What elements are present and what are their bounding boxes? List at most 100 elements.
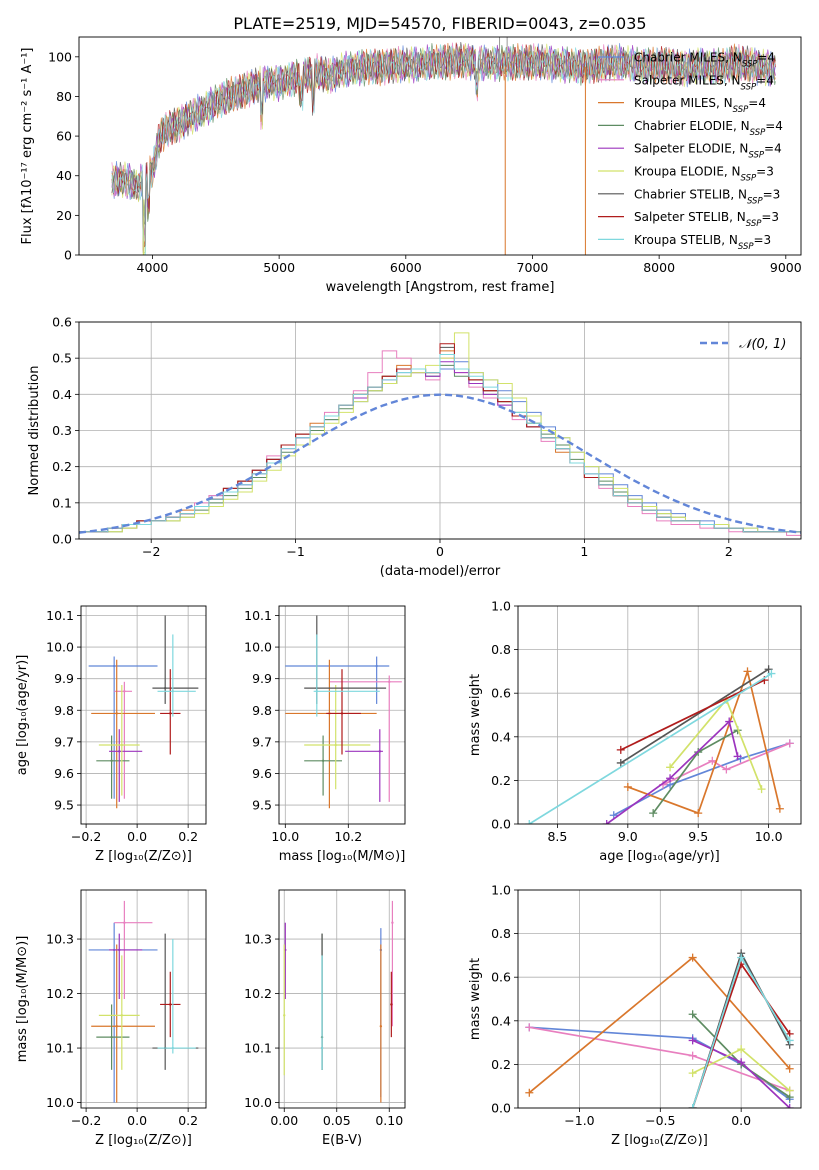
y-tick-label: 10.0 — [244, 1095, 272, 1110]
weight-marker — [694, 809, 703, 818]
scatter-point — [171, 690, 175, 693]
y-tick-label: 0.6 — [491, 686, 511, 701]
scatter-point — [123, 690, 126, 693]
y-axis-label: age [log₁₀(age/yr)] — [15, 655, 30, 776]
scatter-point — [163, 686, 167, 690]
panel-mass-vs-Z: −0.2 0.0 0.2 10.0 10.1 10.2 10.3 Z [log₁₀(Z/Z⊙)… — [15, 889, 207, 1148]
weight-marker — [525, 1023, 534, 1032]
weight-marker — [737, 1045, 746, 1054]
scatter-point — [110, 1035, 113, 1039]
plot-area-weight-vs-Z — [525, 949, 794, 1108]
y-tick-label: 80 — [56, 89, 72, 104]
weight-marker — [666, 774, 675, 783]
histogram-step — [79, 354, 801, 539]
weight-marker — [785, 1104, 794, 1108]
panel-age-vs-mass: 10.0 10.2 9.5 9.6 9.7 9.8 9.9 10.0 10.1 mass [log… — [244, 605, 406, 864]
plot-area-residuals — [79, 332, 801, 539]
y-tick-label: 9.6 — [54, 766, 74, 781]
x-tick-label: 0 — [436, 544, 444, 559]
y-tick-label: 9.5 — [252, 798, 272, 813]
weight-line — [528, 672, 772, 824]
y-tick-label: 0.8 — [491, 642, 511, 657]
weight-marker — [688, 1051, 697, 1060]
y-axis-label: mass weight — [468, 958, 483, 1040]
panel-mass-vs-ebv: 0.00 0.05 0.10 10.0 10.1 10.2 10.3 E(B-V) — [244, 889, 406, 1148]
x-tick-label: 4000 — [137, 260, 169, 275]
axes-frame — [517, 889, 802, 1109]
axes-frame — [517, 605, 802, 825]
y-tick-label: 0.8 — [491, 926, 511, 941]
weight-marker — [688, 1036, 697, 1045]
x-tick-label: −1.0 — [564, 1113, 594, 1128]
plot-area-weight-vs-age — [525, 665, 794, 824]
weight-marker — [775, 804, 784, 813]
weight-marker — [688, 1069, 697, 1078]
legend-label: Kroupa MILES, NSSP=4 — [634, 96, 766, 115]
y-tick-label: 0 — [64, 248, 72, 263]
scatter-point — [375, 664, 378, 668]
weight-line — [620, 679, 765, 751]
weight-line — [613, 742, 790, 817]
legend-label: Chabrier ELODIE, NSSP=4 — [634, 119, 783, 138]
plot-area-mass-vs-ebv — [283, 900, 394, 1103]
y-axis-label: mass [log₁₀(M/M⊙)] — [15, 936, 30, 1063]
x-tick-label: 0.0 — [731, 1113, 751, 1128]
normal-curve — [79, 393, 801, 534]
plot-area-age-vs-Z — [88, 615, 199, 809]
x-tick-label: 1 — [580, 544, 588, 559]
weight-marker — [757, 785, 766, 794]
plot-area-age-vs-mass — [285, 615, 402, 809]
x-axis-label: Z [log₁₀(Z/Z⊙)] — [611, 1133, 708, 1148]
scatter-point — [115, 712, 118, 715]
scatter-point — [171, 1046, 175, 1050]
x-tick-label: 0.00 — [270, 1113, 298, 1128]
y-tick-label: 9.5 — [54, 798, 74, 813]
panel-spectrum: 4000 5000 6000 7000 8000 9000 0 20 40 60 80 100 wave… — [20, 36, 802, 295]
weight-marker — [725, 717, 734, 726]
plot-area-spectrum — [111, 37, 776, 255]
x-axis-label: Z [log₁₀(Z/Z⊙)] — [95, 1133, 192, 1148]
scatter-point — [321, 759, 325, 763]
weight-marker — [743, 667, 752, 676]
weight-marker — [708, 756, 717, 765]
y-tick-label: 9.6 — [252, 766, 272, 781]
y-tick-label: 60 — [56, 129, 72, 144]
panel-residuals: −2 −1 0 1 2 0.0 0.1 0.2 0.3 0.4 0.5 0.6 (data-model)… — [27, 315, 802, 579]
y-tick-label: 10.3 — [244, 932, 272, 947]
panel-weight-vs-age: 8.5 9.0 9.5 10.0 0.0 0.2 0.4 0.6 0.8 1.0 age [log₁… — [468, 599, 802, 864]
y-tick-label: 100 — [48, 49, 72, 64]
scatter-point — [118, 948, 121, 952]
y-tick-label: 10.1 — [244, 1041, 272, 1056]
weight-marker — [602, 820, 611, 824]
y-tick-label: 40 — [56, 168, 72, 183]
y-tick-label: 9.7 — [252, 734, 272, 749]
axes-frame — [78, 36, 802, 256]
weight-marker — [616, 758, 625, 767]
weight-marker — [649, 809, 658, 818]
panel-age-vs-Z: −0.2 0.0 0.2 9.5 9.6 9.7 9.8 9.9 10.0 10.1 Z [log₁… — [15, 605, 207, 864]
x-tick-label: 0.2 — [178, 829, 198, 844]
x-tick-label: 0.10 — [375, 1113, 403, 1128]
scatter-point — [283, 1014, 286, 1017]
x-tick-label: −0.2 — [71, 1113, 101, 1128]
scatter-point — [315, 690, 318, 693]
axes-frame — [278, 605, 406, 825]
weight-line — [620, 668, 770, 764]
y-tick-label: 9.8 — [252, 703, 272, 718]
y-tick-label: 9.7 — [54, 734, 74, 749]
y-tick-label: 10.2 — [244, 986, 272, 1001]
weight-marker — [688, 953, 697, 962]
y-tick-label: 10.0 — [244, 640, 272, 655]
x-axis-label: mass [log₁₀(M/M⊙)] — [279, 849, 406, 864]
legend-label: Kroupa STELIB, NSSP=3 — [634, 233, 771, 252]
y-tick-label: 0.0 — [491, 817, 511, 832]
scatter-point — [334, 743, 337, 747]
scatter-point — [388, 680, 391, 684]
y-tick-label: 10.1 — [46, 1041, 74, 1056]
weight-line — [606, 719, 739, 824]
weight-marker — [785, 1086, 794, 1095]
y-tick-label: 10.3 — [46, 932, 74, 947]
axes-frame — [80, 889, 207, 1109]
spectrum-line — [111, 42, 776, 248]
x-tick-label: 0.0 — [127, 829, 147, 844]
